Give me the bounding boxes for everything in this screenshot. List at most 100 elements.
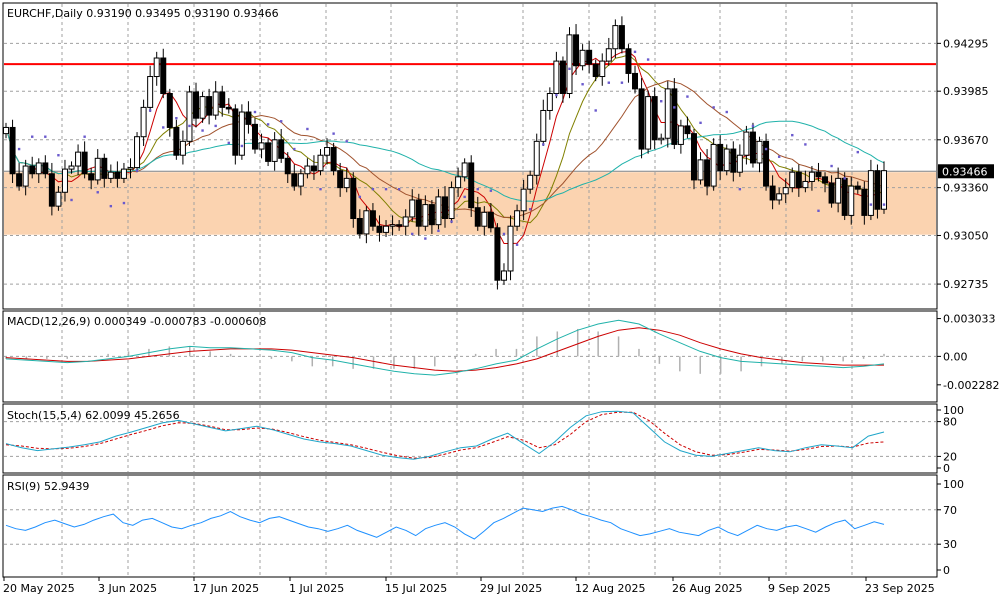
stoch-tick-label: 20	[943, 450, 957, 463]
candle-body	[828, 182, 835, 204]
candle-body	[533, 140, 540, 176]
sar-dot	[607, 81, 611, 84]
candle-body	[605, 48, 612, 62]
candle-body	[553, 60, 560, 95]
candle-body	[867, 170, 874, 216]
candle-body	[265, 142, 272, 162]
sar-dot	[17, 147, 21, 151]
price-tick-label: 0.92735	[943, 278, 989, 291]
sar-dot	[646, 58, 650, 61]
candle-body	[487, 211, 494, 229]
candle-body	[304, 165, 311, 175]
sar-dot	[109, 204, 113, 208]
sar-dot	[201, 129, 204, 132]
rsi-tick-label: 30	[943, 538, 957, 551]
candle-body	[546, 93, 553, 111]
candle-body	[841, 177, 848, 216]
candle-body	[664, 88, 671, 139]
candle-body	[350, 177, 357, 219]
sar-dot	[306, 127, 309, 131]
candle-body	[756, 140, 763, 164]
time-tick-label: 20 May 2025	[3, 582, 75, 595]
candle-body	[258, 142, 265, 150]
sar-dot	[476, 187, 479, 191]
candle-body	[474, 207, 481, 227]
sar-dot	[31, 135, 34, 138]
candle-body	[507, 225, 514, 272]
macd-axis: 0.003033 0.00 -0.002282	[937, 313, 999, 392]
sar-dot	[83, 135, 86, 138]
sar-dot	[738, 187, 742, 191]
candle-body	[763, 140, 770, 187]
sar-dot	[869, 203, 873, 206]
candle-body	[369, 210, 376, 227]
sar-dot	[830, 164, 833, 168]
candle-body	[61, 168, 68, 193]
candle-body	[782, 187, 789, 195]
candle-body	[278, 139, 285, 159]
candle-body	[114, 171, 121, 179]
candle-body	[291, 173, 298, 187]
candle-body	[219, 91, 226, 108]
sar-dot	[240, 144, 244, 148]
sar-dot	[515, 243, 519, 246]
sar-dot	[620, 81, 624, 84]
candle-body	[500, 270, 507, 281]
candle-body	[795, 171, 802, 189]
sar-dot	[699, 121, 702, 125]
candle-body	[101, 157, 108, 179]
price-marker-box	[938, 164, 994, 179]
rsi-line	[5, 505, 885, 540]
sar-dot	[135, 169, 139, 172]
stoch-tick-label: 100	[943, 404, 964, 417]
candle-body	[193, 91, 200, 119]
sar-dot	[633, 50, 637, 54]
candle-body	[815, 171, 822, 178]
candle-body	[297, 173, 304, 187]
candle-body	[160, 57, 167, 95]
stoch-tick-label: 0	[943, 462, 950, 475]
candle-body	[881, 170, 887, 210]
candle-body	[337, 170, 344, 189]
candle-body	[271, 139, 278, 162]
sar-dot	[817, 209, 820, 212]
macd-tick-label: 0.00	[943, 350, 968, 363]
sar-dot	[502, 232, 506, 236]
time-tick-label: 1 Jul 2025	[289, 582, 344, 595]
candle-body	[599, 60, 606, 78]
sar-dot	[528, 208, 532, 211]
candle-body	[376, 225, 383, 233]
sar-dot	[660, 100, 663, 103]
candle-body	[586, 49, 593, 65]
candle-body	[618, 25, 625, 50]
price-tick-label: 0.93050	[943, 229, 989, 242]
candle-body	[94, 157, 101, 181]
candle-body	[232, 108, 239, 156]
sar-dot	[555, 93, 558, 97]
sar-dot	[489, 189, 493, 192]
candle-body	[179, 140, 186, 156]
candle-body	[9, 126, 16, 175]
sar-dot	[725, 110, 728, 114]
candle-body	[22, 165, 29, 187]
sar-dot	[882, 203, 886, 206]
sar-dot	[463, 195, 466, 199]
sar-dot	[279, 120, 283, 123]
candle-body	[284, 157, 291, 175]
candle-body	[625, 48, 632, 74]
candle-body	[186, 91, 193, 142]
candle-body	[356, 217, 363, 235]
macd-panel: MACD(12,26,9) 0.000349 -0.000783 -0.0006…	[2, 310, 999, 403]
candle-body	[88, 173, 95, 181]
sar-dot	[568, 67, 571, 71]
stoch-tick-label: 80	[943, 416, 957, 429]
sar-dot	[122, 201, 126, 205]
candle-body	[166, 93, 173, 128]
candle-body	[396, 224, 403, 227]
candle-body	[245, 111, 252, 125]
rsi-panel: RSI(9) 52.9439 100 70 30 0	[2, 474, 964, 578]
rsi-label: RSI(9) 52.9439	[7, 480, 89, 493]
